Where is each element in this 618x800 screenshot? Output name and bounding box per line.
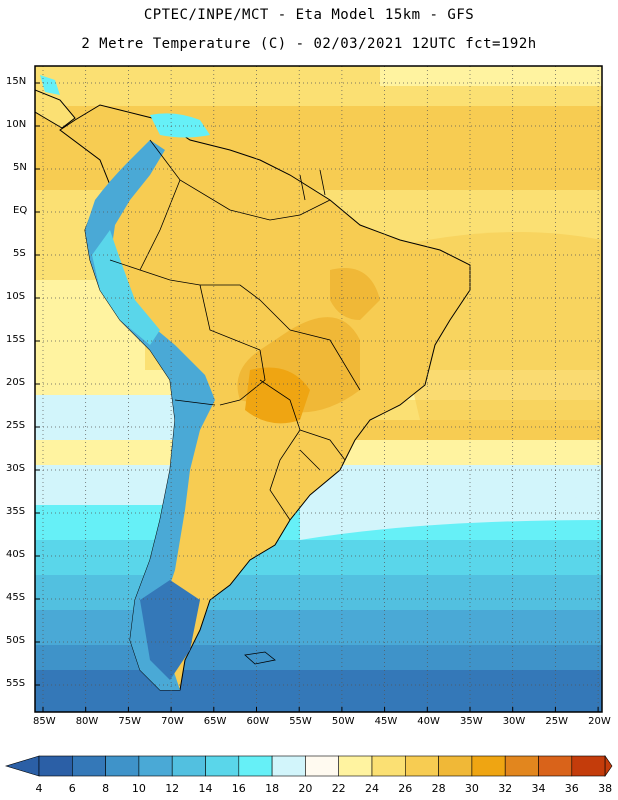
colorbar-swatch bbox=[205, 755, 240, 777]
lat-tick-label: 25S bbox=[6, 420, 26, 431]
colorbar-label: 26 bbox=[398, 782, 413, 795]
ocean-cold-band-2 bbox=[35, 540, 602, 580]
lat-tick-label: 30S bbox=[6, 463, 26, 474]
colorbar bbox=[4, 755, 613, 777]
colorbar-high-arrow bbox=[604, 755, 613, 777]
colorbar-swatch bbox=[238, 755, 273, 777]
map-grid bbox=[35, 66, 602, 712]
colorbar-label: 34 bbox=[531, 782, 546, 795]
lon-tick-label: 55W bbox=[289, 716, 312, 727]
lat-tick-label: 15N bbox=[6, 76, 27, 87]
lat-tick-label: 50S bbox=[6, 635, 26, 646]
colorbar-label: 8 bbox=[102, 782, 110, 795]
lon-tick-label: 60W bbox=[246, 716, 270, 727]
colorbar-swatch bbox=[338, 755, 373, 777]
colorbar-label: 32 bbox=[498, 782, 513, 795]
ocean-cold-band-6 bbox=[35, 670, 602, 712]
lon-tick-label: 85W bbox=[33, 716, 56, 727]
lat-tick-label: EQ bbox=[13, 205, 28, 216]
colorbar-label: 22 bbox=[331, 782, 346, 795]
lat-tick-label: 20S bbox=[6, 377, 26, 388]
colorbar-swatch bbox=[171, 755, 206, 777]
lat-tick-label: 45S bbox=[6, 592, 26, 603]
ocean-cold-band-3 bbox=[35, 575, 602, 615]
lon-tick-label: 45W bbox=[374, 716, 398, 727]
colorbar-swatch bbox=[38, 755, 73, 777]
colorbar-label: 28 bbox=[431, 782, 446, 795]
lon-tick-label: 30W bbox=[502, 716, 526, 727]
colorbar-swatch bbox=[371, 755, 406, 777]
colorbar-swatch bbox=[504, 755, 539, 777]
colorbar-swatch bbox=[105, 755, 140, 777]
lat-tick-label: 55S bbox=[6, 678, 26, 689]
lon-tick-label: 20W bbox=[588, 716, 611, 727]
lon-tick-label: 50W bbox=[331, 716, 355, 727]
country-borders bbox=[109, 139, 361, 521]
lon-tick-label: 35W bbox=[460, 716, 483, 727]
colorbar-label: 36 bbox=[564, 782, 579, 795]
central-america-land bbox=[35, 89, 76, 129]
colorbar-label: 12 bbox=[165, 782, 180, 795]
lat-tick-label: 5N bbox=[13, 162, 27, 173]
ocean-north-light bbox=[380, 66, 602, 86]
lat-tick-label: 35S bbox=[6, 506, 26, 517]
lat-tick-label: 40S bbox=[6, 549, 26, 560]
lat-tick-label: 15S bbox=[6, 334, 26, 345]
lon-tick-label: 75W bbox=[118, 716, 142, 727]
colorbar-label: 16 bbox=[231, 782, 246, 795]
lon-tick-label: 40W bbox=[417, 716, 440, 727]
colorbar-low-arrow bbox=[4, 755, 40, 777]
colorbar-label: 20 bbox=[298, 782, 313, 795]
chart-subtitle: 2 Metre Temperature (C) - 02/03/2021 12U… bbox=[81, 36, 537, 52]
lon-tick-label: 70W bbox=[161, 716, 184, 727]
colorbar-label: 24 bbox=[365, 782, 379, 795]
andes-cold-region bbox=[85, 140, 215, 690]
lat-tick-label: 10S bbox=[6, 291, 26, 302]
colorbar-swatch bbox=[438, 755, 473, 777]
lat-tick-label: 5S bbox=[13, 248, 26, 259]
colorbar-swatch bbox=[471, 755, 506, 777]
map-frame bbox=[34, 65, 603, 713]
falkland-islands bbox=[244, 651, 276, 665]
colorbar-label: 14 bbox=[198, 782, 213, 795]
lon-tick-label: 25W bbox=[545, 716, 569, 727]
colorbar-swatch bbox=[271, 755, 306, 777]
map-field bbox=[35, 66, 602, 712]
lon-tick-label: 65W bbox=[203, 716, 227, 727]
colorbar-swatch bbox=[72, 755, 106, 777]
colorbar-label: 30 bbox=[464, 782, 479, 795]
colorbar-swatch bbox=[138, 755, 173, 777]
colorbar-label: 4 bbox=[35, 782, 43, 795]
ocean-cold-band-4 bbox=[35, 610, 602, 650]
colorbar-swatch bbox=[571, 755, 606, 777]
colorbar-label: 18 bbox=[265, 782, 280, 795]
chart-title: CPTEC/INPE/MCT - Eta Model 15km - GFS bbox=[143, 7, 475, 23]
colorbar-swatch bbox=[305, 755, 339, 777]
colorbar-label: 10 bbox=[131, 782, 146, 795]
colorbar-label: 6 bbox=[68, 782, 76, 795]
colorbar-swatch bbox=[404, 755, 439, 777]
lat-tick-label: 10N bbox=[6, 119, 27, 130]
colorbar-swatch bbox=[538, 755, 573, 777]
colorbar-label: 38 bbox=[598, 782, 613, 795]
lon-tick-label: 80W bbox=[75, 716, 99, 727]
